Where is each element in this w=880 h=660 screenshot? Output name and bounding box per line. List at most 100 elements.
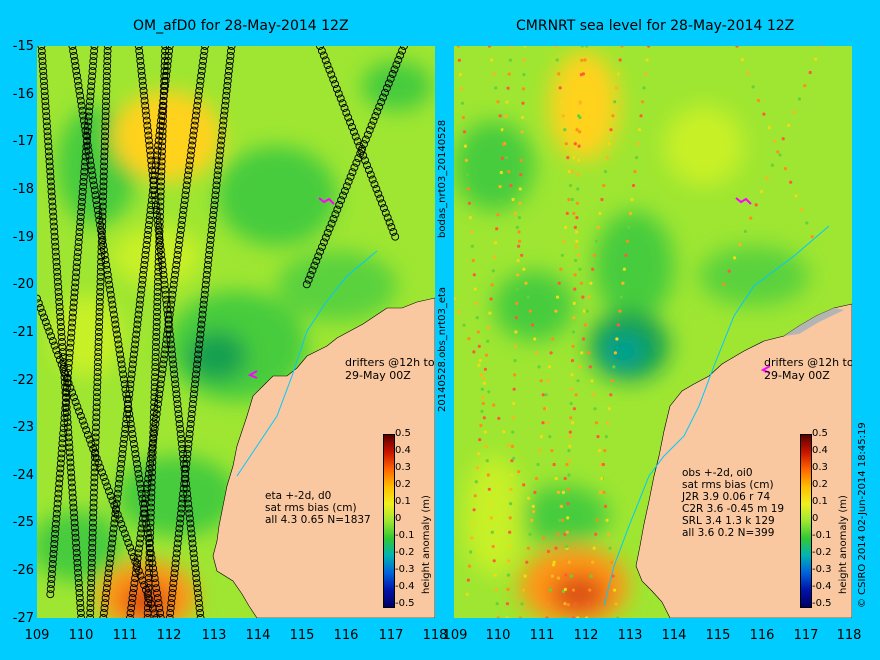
obs-point [491,269,495,273]
track-point [137,524,146,533]
track-point [170,375,179,384]
track-point [87,440,96,449]
track-point [331,80,340,89]
track-point [143,609,152,617]
track-point [70,518,79,527]
track-point [39,67,48,76]
track-point [161,47,170,55]
track-point [103,57,112,66]
track-point [149,564,158,573]
track-point [182,186,191,195]
track-point [351,132,360,141]
obs-point [541,421,545,425]
obs-point [547,602,551,606]
obs-point [587,351,591,355]
obs-point [592,253,597,257]
obs-point [563,602,567,606]
obs-point [496,100,500,104]
track-point [225,61,234,70]
track-point [50,534,59,543]
track-point [44,137,53,146]
track-point [74,81,83,90]
track-point [176,231,185,239]
track-point [57,454,66,463]
track-point [378,199,386,208]
obs-point [496,616,500,618]
track-point [175,420,184,428]
obs-point [472,350,476,354]
track-point [168,355,177,364]
obs-point [487,487,491,491]
track-point [145,538,154,547]
track-point [90,47,99,55]
track-point [140,260,149,269]
track-point [215,151,224,160]
obs-point [498,114,502,118]
obs-point [566,156,570,160]
track-point [157,152,166,161]
track-point [67,328,76,337]
track-point [141,494,150,503]
track-point [160,62,169,71]
track-point [149,418,158,427]
track-point [193,360,202,369]
track-point [121,420,130,428]
track-point [88,62,97,71]
track-point [227,46,236,50]
obs-point [580,58,584,62]
obs-point [512,401,516,406]
track-point [74,578,83,587]
obs-point [556,532,560,536]
track-point [195,86,204,95]
obs-point [574,393,578,397]
obs-point [485,459,489,463]
track-point [116,464,125,473]
track-point [58,439,67,448]
track-point [302,280,311,289]
track-point [113,335,122,344]
track-point [95,297,104,306]
track-point [106,491,115,500]
track-point [65,348,74,357]
obs-point [611,574,615,578]
obs-point [512,387,516,391]
track-point [392,60,401,69]
track-point [152,333,161,341]
obs-point [738,243,742,247]
track-point [147,473,156,482]
track-point [77,101,86,110]
track-point [354,154,363,163]
obs-point [743,229,747,233]
track-point [126,609,135,617]
track-point [127,604,136,613]
australia-land [212,297,435,618]
track-point [137,71,146,80]
obs-point [563,476,567,481]
track-point [154,257,163,266]
track-point [99,167,108,176]
track-point [171,559,180,568]
obs-point [474,301,478,305]
obs-point [618,58,622,62]
track-point [321,233,330,242]
track-point [201,280,210,289]
track-point [149,181,158,190]
track-point [129,584,138,593]
obs-point [778,153,782,157]
track-point [78,192,87,201]
track-point [52,509,61,518]
track-point [145,216,154,225]
track-point [170,569,179,578]
obs-point [506,587,510,592]
track-point [159,112,168,121]
obs-point [606,421,610,425]
track-point [69,298,78,307]
track-point [308,266,317,275]
track-point [117,454,126,463]
track-point [206,236,215,244]
track-point [108,534,117,543]
track-point [147,156,156,165]
obs-point [456,46,460,48]
track-point [86,161,95,170]
obs-point [585,309,589,313]
